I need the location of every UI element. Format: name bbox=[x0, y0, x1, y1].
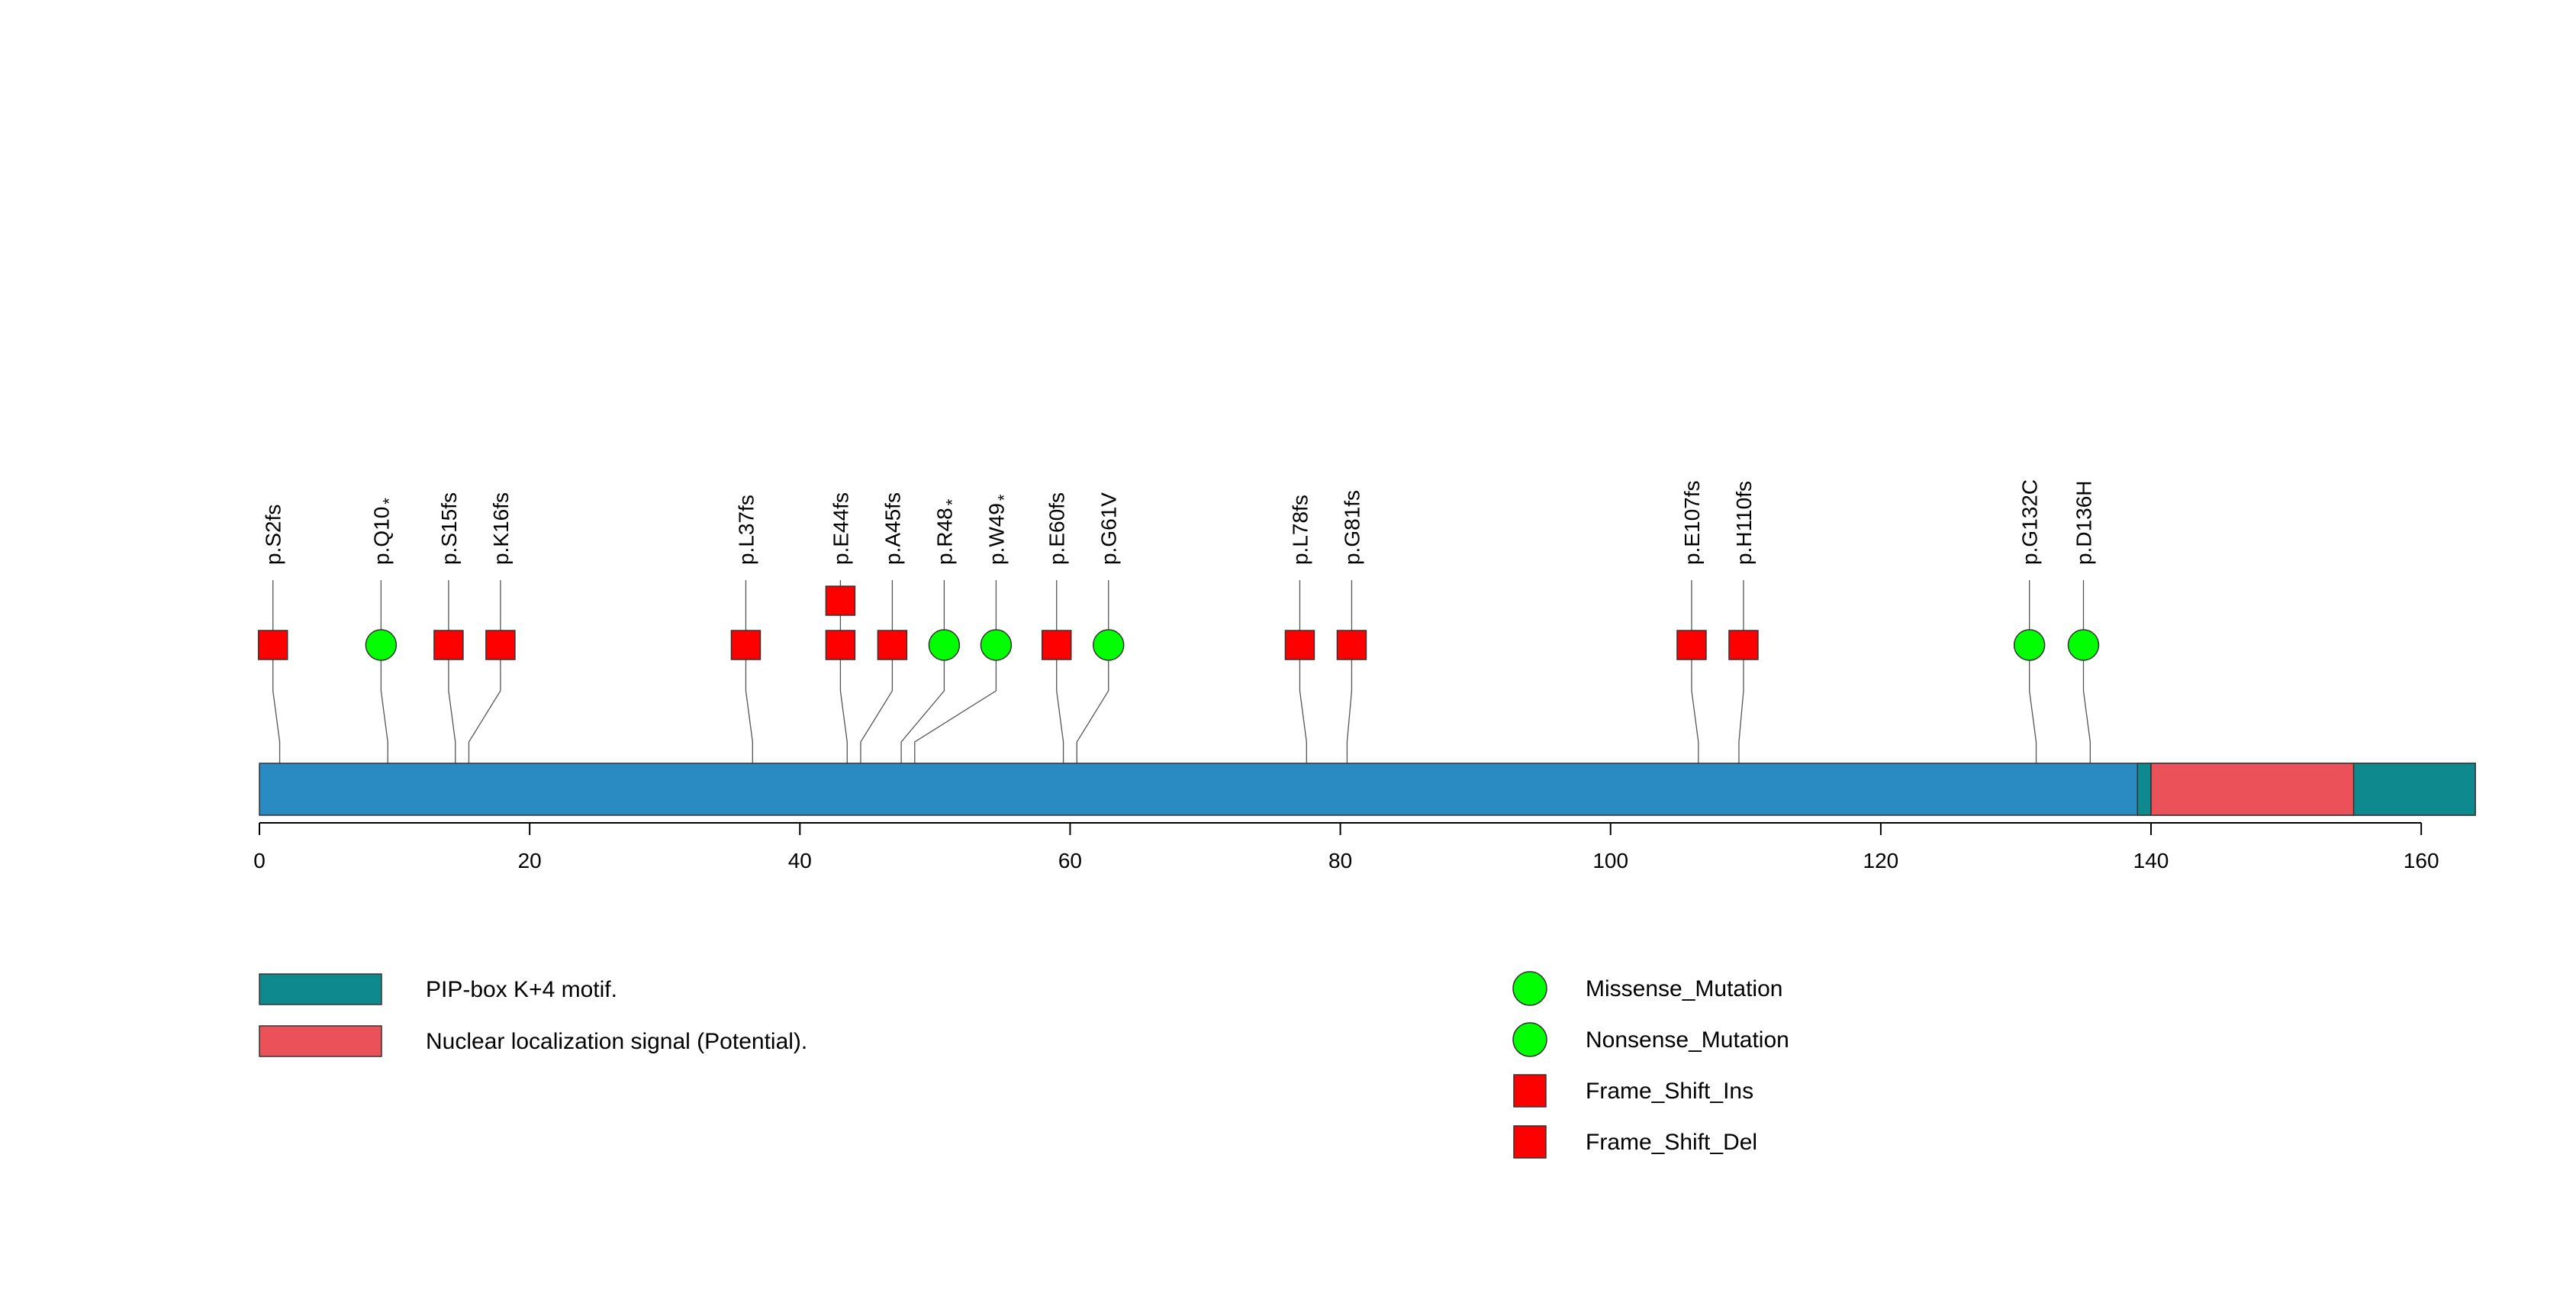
nonsense-marker bbox=[365, 629, 398, 661]
mutation-legend: Missense_Mutation Nonsense_Mutation Frame_… bbox=[1512, 971, 1789, 1159]
frameshift-marker bbox=[1676, 630, 1707, 660]
x-axis: 0 20 40 60 80 100 120 140 160 bbox=[253, 822, 2439, 872]
nonsense-marker bbox=[980, 629, 1013, 661]
mutation-label: p.D136H bbox=[2072, 480, 2095, 565]
connector-line bbox=[839, 601, 848, 763]
axis-tick-label: 20 bbox=[518, 849, 542, 872]
legend-marker bbox=[1512, 971, 1547, 1006]
missense-marker bbox=[1092, 629, 1125, 661]
mutation-label: p.Q10* bbox=[369, 498, 398, 565]
mutation-label: p.S15fs bbox=[437, 492, 461, 565]
connector-line bbox=[380, 645, 388, 763]
axis-tick-label: 60 bbox=[1058, 849, 1082, 872]
legend-marker bbox=[1512, 1022, 1547, 1057]
connector-line bbox=[448, 645, 456, 763]
mutation-label: p.L78fs bbox=[1288, 495, 1312, 565]
frameshift-marker bbox=[1284, 630, 1315, 660]
legend-marker bbox=[1513, 1074, 1547, 1108]
axis-tick-label: 120 bbox=[1863, 849, 1899, 872]
axis-tick-label: 40 bbox=[788, 849, 812, 872]
frameshift-marker bbox=[1728, 630, 1759, 660]
connector-line bbox=[1299, 645, 1307, 763]
connector-line bbox=[860, 645, 894, 763]
mutation-markers bbox=[257, 585, 2100, 661]
connector-line bbox=[1346, 645, 1353, 763]
frameshift-marker bbox=[257, 630, 288, 660]
legend-swatch bbox=[259, 1025, 382, 1057]
mutation-label: p.R48* bbox=[932, 498, 961, 565]
mutation-label: p.G61V bbox=[1097, 492, 1121, 565]
legend-marker bbox=[1513, 1125, 1547, 1159]
frameshift-marker bbox=[1336, 630, 1367, 660]
legend-label: Frame_Shift_Del bbox=[1586, 1130, 1757, 1155]
mutation-label: p.H110fs bbox=[1732, 481, 1756, 565]
axis-tick-label: 100 bbox=[1592, 849, 1628, 872]
domain-1 bbox=[2150, 763, 2355, 816]
mutation-label: p.A45fs bbox=[881, 492, 904, 565]
connector-line bbox=[900, 645, 945, 763]
legend-label: Missense_Mutation bbox=[1586, 976, 1782, 1001]
connector-line bbox=[1738, 645, 1744, 763]
missense-marker bbox=[2013, 629, 2046, 661]
domain-0 bbox=[2136, 763, 2152, 816]
frameshift-marker bbox=[433, 630, 464, 660]
protein-backbone bbox=[259, 763, 2476, 816]
mutation-label: p.S2fs bbox=[262, 505, 285, 565]
connector-line bbox=[2029, 645, 2037, 763]
domain-legend: PIP-box K+4 motif. Nuclear localization s… bbox=[259, 973, 807, 1057]
mutation-label: p.L37fs bbox=[734, 495, 758, 565]
frameshift-marker bbox=[730, 630, 762, 660]
connector-line bbox=[745, 645, 753, 763]
mutation-label: p.G81fs bbox=[1340, 490, 1364, 565]
connector-line bbox=[468, 645, 501, 763]
missense-marker bbox=[2067, 629, 2100, 661]
connector-line bbox=[1076, 645, 1109, 763]
legend-label: Nuclear localization signal (Potential). bbox=[426, 1029, 807, 1054]
legend-label: Nonsense_Mutation bbox=[1586, 1027, 1789, 1053]
frameshift-marker bbox=[825, 630, 856, 660]
axis-tick-label: 140 bbox=[2133, 849, 2169, 872]
frameshift-marker bbox=[1041, 630, 1072, 660]
legend-label: Frame_Shift_Ins bbox=[1586, 1079, 1753, 1104]
domain-2 bbox=[2352, 763, 2476, 816]
mutation-label: p.E60fs bbox=[1045, 492, 1069, 565]
axis-tick-label: 0 bbox=[253, 849, 266, 872]
mutation-label: p.K16fs bbox=[489, 492, 513, 565]
mutation-label: p.E44fs bbox=[829, 492, 852, 565]
legend-swatch bbox=[259, 973, 382, 1005]
mutation-label: p.G132C bbox=[2018, 479, 2042, 565]
connector-line bbox=[1056, 645, 1064, 763]
mutation-label: p.W49* bbox=[984, 494, 1013, 565]
axis-tick-label: 80 bbox=[1328, 849, 1352, 872]
nonsense-marker bbox=[928, 629, 961, 661]
mutation-labels: p.S2fs p.Q10* p.S15fs p.K16fs p.L37fs p.E44fs… bbox=[262, 479, 2096, 565]
legend-label: PIP-box K+4 motif. bbox=[426, 977, 617, 1002]
connector-line bbox=[914, 645, 997, 763]
protein-bar bbox=[259, 763, 2476, 816]
connector-line bbox=[1691, 645, 1699, 763]
axis-tick-label: 160 bbox=[2404, 849, 2439, 872]
frameshift-marker bbox=[825, 585, 856, 616]
connector-line bbox=[2082, 645, 2091, 763]
connector-line bbox=[272, 645, 281, 763]
frameshift-marker bbox=[877, 630, 908, 660]
mutation-label: p.E107fs bbox=[1680, 480, 1704, 565]
frameshift-marker bbox=[485, 630, 516, 660]
